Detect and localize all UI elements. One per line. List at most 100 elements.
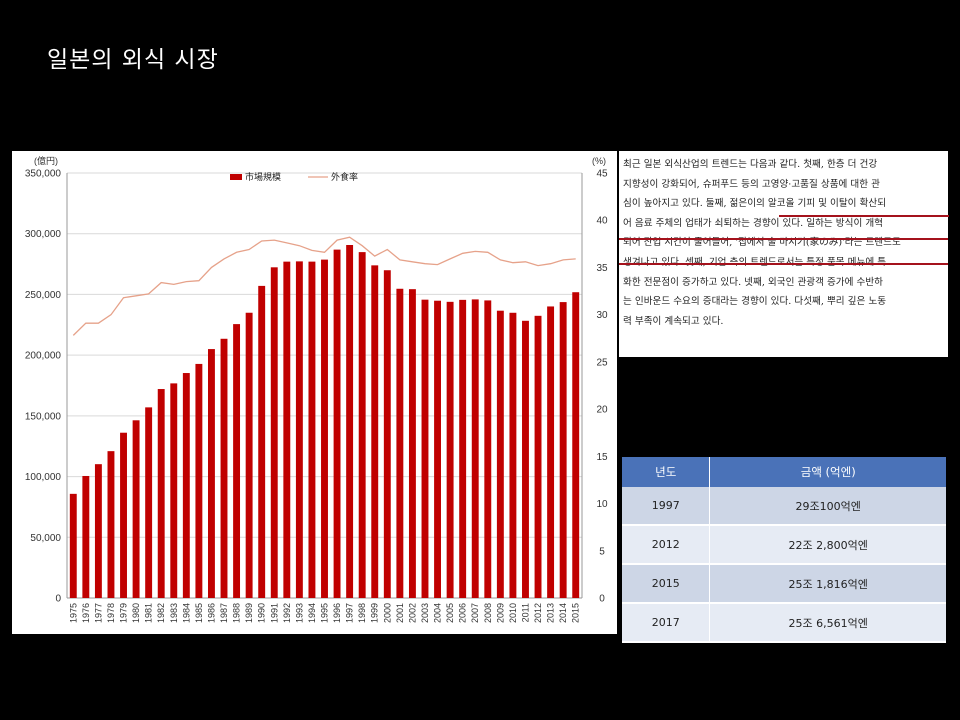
bar — [421, 299, 429, 598]
y-tick-label-right: 20 — [596, 405, 608, 416]
cell-amount: 25조 6,561억엔 — [709, 603, 946, 643]
bar — [283, 261, 291, 598]
x-tick-label: 1978 — [106, 603, 116, 623]
x-tick-label: 1994 — [307, 603, 317, 623]
bar — [522, 320, 529, 598]
article-line: 화한 전문점이 증가하고 있다. 넷째, 외국인 관광객 증가에 수반하 — [623, 276, 883, 288]
column-header-year: 년도 — [622, 457, 710, 487]
bar — [396, 288, 404, 598]
article-line: 력 부족이 계속되고 있다. — [623, 315, 724, 327]
highlight-underline — [619, 263, 948, 265]
article-panel: 최근 일본 외식산업의 트렌드는 다음과 같다. 첫째, 한층 더 건강 지향성… — [619, 151, 949, 357]
slide-title: 일본의 외식 시장 — [47, 47, 219, 73]
x-tick-label: 1987 — [219, 603, 229, 623]
y-tick-label-left: 350,000 — [25, 169, 62, 180]
x-tick-label: 2006 — [458, 603, 468, 623]
bar — [220, 338, 228, 598]
x-tick-label: 1986 — [206, 603, 216, 623]
legend-swatch-bar — [230, 174, 242, 180]
x-tick-label: 1993 — [294, 603, 304, 623]
x-tick-label: 1979 — [119, 603, 129, 623]
bar — [358, 252, 366, 598]
x-tick-label: 2009 — [495, 603, 505, 623]
bar — [459, 299, 467, 598]
y-tick-label-left: 250,000 — [25, 290, 62, 301]
bar — [534, 315, 542, 598]
bar — [308, 261, 316, 598]
article-line: 생겨나고 있다. 셋째, 기업 측의 트렌드로서는 특정 품목 메뉴에 특 — [623, 253, 944, 273]
x-tick-label: 2007 — [470, 603, 480, 623]
bar — [371, 265, 379, 598]
x-tick-label: 1999 — [370, 603, 380, 623]
x-tick-label: 1989 — [244, 603, 254, 623]
y-tick-label-left: 0 — [55, 594, 61, 605]
bar — [170, 383, 178, 598]
bar — [295, 261, 303, 598]
highlight-underline — [619, 238, 948, 240]
bar — [233, 324, 241, 598]
y-tick-label-right: 30 — [596, 310, 608, 321]
bar — [446, 301, 454, 598]
bar — [94, 464, 102, 598]
y-tick-label-right: 5 — [599, 546, 605, 557]
bar — [82, 475, 90, 598]
article-line: 지향성이 강화되어, 슈퍼푸드 등의 고영양·고품질 상품에 대한 관 — [623, 178, 880, 190]
article-text: 최근 일본 외식산업의 트렌드는 다음과 같다. 첫째, 한층 더 건강 지향성… — [623, 155, 944, 331]
y-tick-label-left: 150,000 — [25, 411, 62, 422]
bar — [484, 300, 492, 598]
x-tick-label: 1984 — [181, 603, 191, 623]
x-tick-label: 2015 — [571, 603, 581, 623]
x-tick-label: 1990 — [257, 603, 267, 623]
x-tick-label: 1996 — [332, 603, 342, 623]
cell-year: 2015 — [622, 564, 710, 604]
bar — [258, 285, 266, 598]
x-tick-label: 2011 — [520, 603, 530, 622]
market-size-table-panel: 년도 금액 (억엔) 1997 29조100억엔 2012 22조 2,800억… — [622, 457, 946, 643]
bar — [132, 420, 140, 598]
article-line: 어 음료 주체의 업태가 쇠퇴하는 경향이 있다. 일하는 방식이 개혁 — [623, 217, 883, 229]
article-line: 심이 높아지고 있다. 둘째, 젊은이의 알코올 기피 및 이탈이 확산되 — [623, 198, 887, 210]
x-tick-label: 2004 — [433, 603, 443, 623]
x-tick-label: 1976 — [81, 603, 91, 623]
legend-label: 市場規模 — [245, 171, 281, 182]
market-size-chart: 0 50,000 100,000 150,000 200,000 250,000 300,0… — [12, 151, 617, 634]
x-tick-label: 1980 — [131, 603, 141, 623]
y-tick-label-right: 25 — [596, 357, 608, 368]
bar — [547, 306, 555, 598]
table-row: 1997 29조100억엔 — [622, 487, 946, 526]
series-line — [72, 236, 576, 336]
legend-label: 外食率 — [331, 171, 358, 182]
y-tick-label-left: 200,000 — [25, 351, 62, 362]
x-tick-label: 2013 — [546, 603, 556, 623]
column-header-amount: 금액 (억엔) — [709, 457, 946, 487]
x-tick-label: 1977 — [93, 603, 103, 623]
x-tick-label: 2002 — [407, 603, 417, 623]
x-tick-label: 2014 — [558, 603, 568, 623]
bar — [157, 389, 165, 598]
highlight-underline — [779, 215, 949, 217]
x-tick-label: 2005 — [445, 603, 455, 623]
article-line: 최근 일본 외식산업의 트렌드는 다음과 같다. 첫째, 한층 더 건강 — [623, 159, 878, 170]
x-tick-label: 1992 — [282, 603, 292, 623]
table-row: 2015 25조 1,816억엔 — [622, 564, 946, 604]
bar — [333, 249, 341, 598]
y-tick-label-right: 15 — [596, 452, 608, 463]
x-tick-label: 1991 — [269, 603, 279, 623]
bar — [107, 451, 115, 598]
y-tick-label-right: 10 — [596, 499, 608, 510]
cell-year: 2017 — [622, 603, 710, 643]
x-tick-label: 1985 — [194, 603, 204, 623]
bar — [471, 299, 479, 598]
cell-amount: 29조100억엔 — [709, 487, 946, 526]
table-row: 2017 25조 6,561억엔 — [622, 603, 946, 643]
article-line: 되어 잔업 시간이 줄어들어, '집에서 술 마시기(家のみ)'라는 트렌드도 — [623, 237, 901, 249]
x-tick-label: 1981 — [144, 603, 154, 623]
y-tick-label-left: 100,000 — [25, 472, 62, 483]
bar — [408, 289, 416, 598]
bar — [383, 270, 391, 598]
bar — [509, 312, 517, 598]
y-tick-label-right: 40 — [596, 216, 608, 227]
y-tick-label-right: 35 — [596, 263, 608, 274]
x-tick-label: 2012 — [533, 603, 543, 623]
bar — [559, 302, 567, 598]
